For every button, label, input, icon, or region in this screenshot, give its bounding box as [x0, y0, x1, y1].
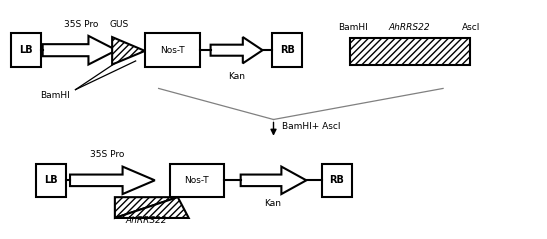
Bar [11, 33, 41, 67]
Text: AhRRS22: AhRRS22 [388, 22, 430, 32]
Bar [36, 164, 66, 197]
Text: LB: LB [19, 45, 33, 55]
Text: 35S Pro: 35S Pro [64, 20, 98, 29]
Text: Nos-T: Nos-T [160, 46, 185, 55]
Bar [322, 164, 352, 197]
Text: Kan: Kan [228, 72, 245, 81]
Text: BamHI+ AscI: BamHI+ AscI [282, 122, 340, 131]
Text: AscI: AscI [462, 22, 481, 32]
Bar [350, 38, 470, 65]
Bar [272, 33, 302, 67]
Text: Kan: Kan [264, 199, 281, 208]
Text: BamHI: BamHI [40, 91, 69, 100]
Text: AhRRS22: AhRRS22 [126, 216, 167, 225]
Text: RB: RB [280, 45, 295, 55]
Polygon shape [70, 167, 155, 194]
Polygon shape [241, 167, 306, 194]
Text: LB: LB [44, 175, 57, 185]
Bar [145, 33, 200, 67]
Bar [170, 164, 224, 197]
Polygon shape [115, 197, 178, 218]
Polygon shape [211, 37, 263, 63]
Text: BamHI: BamHI [338, 22, 368, 32]
Text: 35S Pro: 35S Pro [90, 150, 124, 159]
Text: Nos-T: Nos-T [184, 176, 210, 185]
Text: RB: RB [329, 175, 344, 185]
Polygon shape [43, 36, 117, 65]
Polygon shape [115, 197, 189, 218]
Polygon shape [112, 37, 145, 65]
Text: GUS: GUS [109, 20, 129, 29]
